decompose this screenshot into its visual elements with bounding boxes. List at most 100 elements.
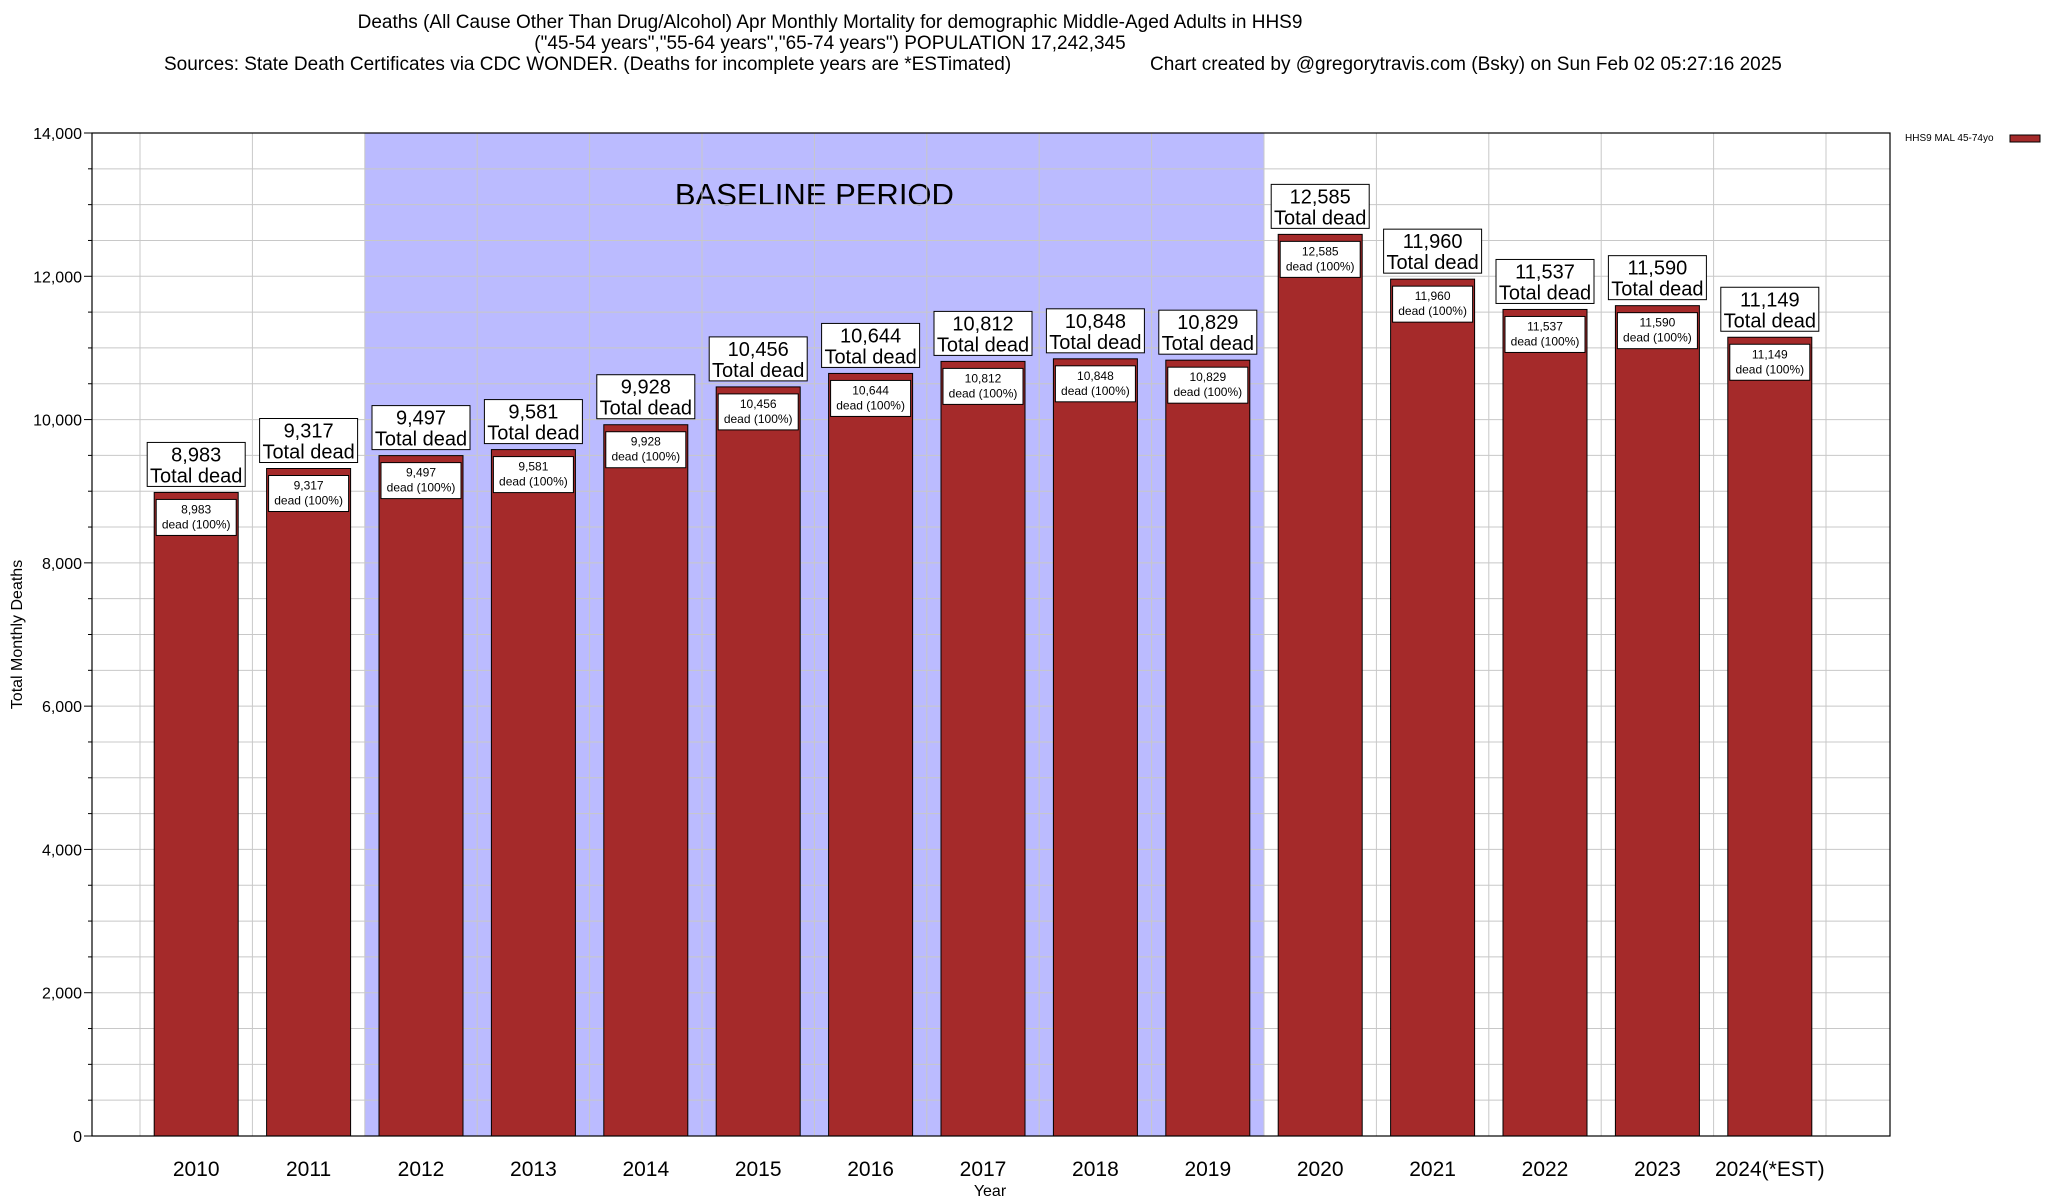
total-label-box bbox=[1270, 183, 1370, 229]
x-tick-label: 2015 bbox=[735, 1158, 782, 1181]
y-tick-label: 6,000 bbox=[42, 699, 82, 716]
inner-value-label: 10,644 bbox=[852, 383, 889, 397]
x-tick-label: 2021 bbox=[1409, 1158, 1456, 1181]
total-label-box bbox=[146, 441, 246, 487]
total-value-label: 11,960 bbox=[1403, 231, 1463, 253]
inner-label-box bbox=[268, 475, 350, 513]
x-tick-label: 2019 bbox=[1184, 1158, 1231, 1181]
inner-percent-label: dead (100%) bbox=[724, 412, 793, 426]
inner-percent-label: dead (100%) bbox=[1735, 362, 1804, 376]
inner-value-label: 10,456 bbox=[740, 397, 777, 411]
x-axis-title: Year bbox=[974, 1183, 1007, 1200]
x-tick-label: 2014 bbox=[622, 1158, 669, 1181]
total-dead-label: Total dead bbox=[937, 334, 1029, 356]
y-tick-label: 10,000 bbox=[33, 413, 82, 430]
total-label-box bbox=[1495, 258, 1595, 304]
x-tick-label: 2017 bbox=[960, 1158, 1007, 1181]
bar-2018 bbox=[1052, 358, 1138, 1137]
inner-value-label: 11,960 bbox=[1415, 289, 1451, 303]
total-value-label: 9,928 bbox=[621, 377, 671, 399]
y-tick-label: 4,000 bbox=[42, 842, 82, 859]
total-dead-label: Total dead bbox=[824, 346, 916, 368]
total-dead-label: Total dead bbox=[1274, 207, 1366, 229]
total-dead-label: Total dead bbox=[150, 465, 242, 487]
inner-label-box bbox=[1167, 366, 1249, 404]
bar-2012 bbox=[378, 455, 464, 1137]
total-label-box bbox=[708, 336, 808, 382]
legend-swatch bbox=[2009, 134, 2041, 143]
inner-percent-label: dead (100%) bbox=[836, 398, 905, 412]
total-value-label: 10,848 bbox=[1065, 311, 1126, 333]
total-value-label: 9,317 bbox=[284, 421, 334, 443]
x-tick-label: 2011 bbox=[286, 1158, 331, 1181]
chart-subtitle: ("45-54 years","55-64 years","65-74 year… bbox=[534, 33, 1126, 54]
y-tick-label: 14,000 bbox=[33, 126, 82, 143]
bar-2022 bbox=[1502, 308, 1588, 1137]
chart-credit: Chart created by @gregorytravis.com (Bsk… bbox=[1150, 54, 1782, 75]
inner-label-box bbox=[830, 379, 912, 417]
inner-label-box bbox=[605, 431, 687, 469]
inner-label-box bbox=[1729, 343, 1811, 381]
total-value-label: 11,537 bbox=[1515, 261, 1575, 283]
inner-percent-label: dead (100%) bbox=[949, 386, 1018, 400]
total-value-label: 10,812 bbox=[952, 313, 1013, 335]
bar-2013 bbox=[490, 449, 576, 1137]
total-value-label: 9,581 bbox=[508, 402, 558, 424]
inner-value-label: 10,812 bbox=[965, 371, 1002, 385]
total-value-label: 10,644 bbox=[840, 325, 901, 347]
x-tick-label: 2022 bbox=[1522, 1158, 1569, 1181]
inner-label-box bbox=[492, 456, 574, 494]
total-label-box bbox=[821, 322, 921, 368]
inner-percent-label: dead (100%) bbox=[274, 494, 343, 508]
inner-label-box bbox=[1504, 315, 1586, 353]
bar-2024(*EST) bbox=[1727, 336, 1813, 1137]
bar-2011 bbox=[266, 468, 352, 1137]
inner-value-label: 8,983 bbox=[181, 502, 211, 516]
total-value-label: 12,585 bbox=[1290, 186, 1351, 208]
total-label-box bbox=[596, 374, 696, 420]
total-dead-label: Total dead bbox=[712, 360, 804, 382]
total-label-box bbox=[1158, 309, 1258, 355]
total-value-label: 10,456 bbox=[728, 339, 789, 361]
x-tick-label: 2024(*EST) bbox=[1715, 1158, 1825, 1181]
total-label-box bbox=[933, 310, 1033, 356]
inner-value-label: 9,497 bbox=[406, 466, 436, 480]
inner-percent-label: dead (100%) bbox=[1511, 334, 1580, 348]
y-tick-label: 2,000 bbox=[42, 986, 82, 1003]
inner-value-label: 10,829 bbox=[1189, 370, 1226, 384]
x-tick-label: 2016 bbox=[847, 1158, 894, 1181]
chart-title-block: Deaths (All Cause Other Than Drug/Alcoho… bbox=[0, 12, 1782, 75]
inner-value-label: 11,590 bbox=[1639, 316, 1675, 330]
inner-value-label: 9,581 bbox=[518, 460, 548, 474]
inner-label-box bbox=[1616, 312, 1698, 350]
inner-label-box bbox=[942, 367, 1024, 405]
total-dead-label: Total dead bbox=[487, 423, 579, 445]
total-dead-label: Total dead bbox=[1386, 252, 1478, 274]
chart-title: Deaths (All Cause Other Than Drug/Alcoho… bbox=[357, 12, 1303, 33]
bar-2016 bbox=[828, 372, 914, 1137]
bar-2014 bbox=[603, 424, 689, 1137]
bar-2019 bbox=[1165, 359, 1251, 1137]
total-label-box bbox=[1607, 255, 1707, 301]
x-tick-label: 2020 bbox=[1297, 1158, 1344, 1181]
inner-percent-label: dead (100%) bbox=[1623, 331, 1692, 345]
x-tick-label: 2012 bbox=[398, 1158, 445, 1181]
inner-percent-label: dead (100%) bbox=[499, 475, 568, 489]
bar-2023 bbox=[1614, 305, 1700, 1137]
total-value-label: 9,497 bbox=[396, 408, 446, 430]
inner-label-box bbox=[1054, 365, 1136, 403]
inner-percent-label: dead (100%) bbox=[1398, 304, 1467, 318]
inner-label-box bbox=[1279, 240, 1361, 278]
total-dead-label: Total dead bbox=[1049, 332, 1141, 354]
x-tick-label: 2018 bbox=[1072, 1158, 1119, 1181]
bar-2021 bbox=[1390, 278, 1476, 1137]
bar-2017 bbox=[940, 360, 1026, 1137]
chart-sources-line: Sources: State Death Certificates via CD… bbox=[0, 54, 1782, 75]
inner-percent-label: dead (100%) bbox=[1286, 259, 1355, 273]
bar-2020 bbox=[1277, 233, 1363, 1137]
total-value-label: 10,829 bbox=[1177, 312, 1238, 334]
inner-percent-label: dead (100%) bbox=[387, 481, 456, 495]
inner-value-label: 9,317 bbox=[294, 479, 324, 493]
total-label-box bbox=[371, 405, 471, 451]
